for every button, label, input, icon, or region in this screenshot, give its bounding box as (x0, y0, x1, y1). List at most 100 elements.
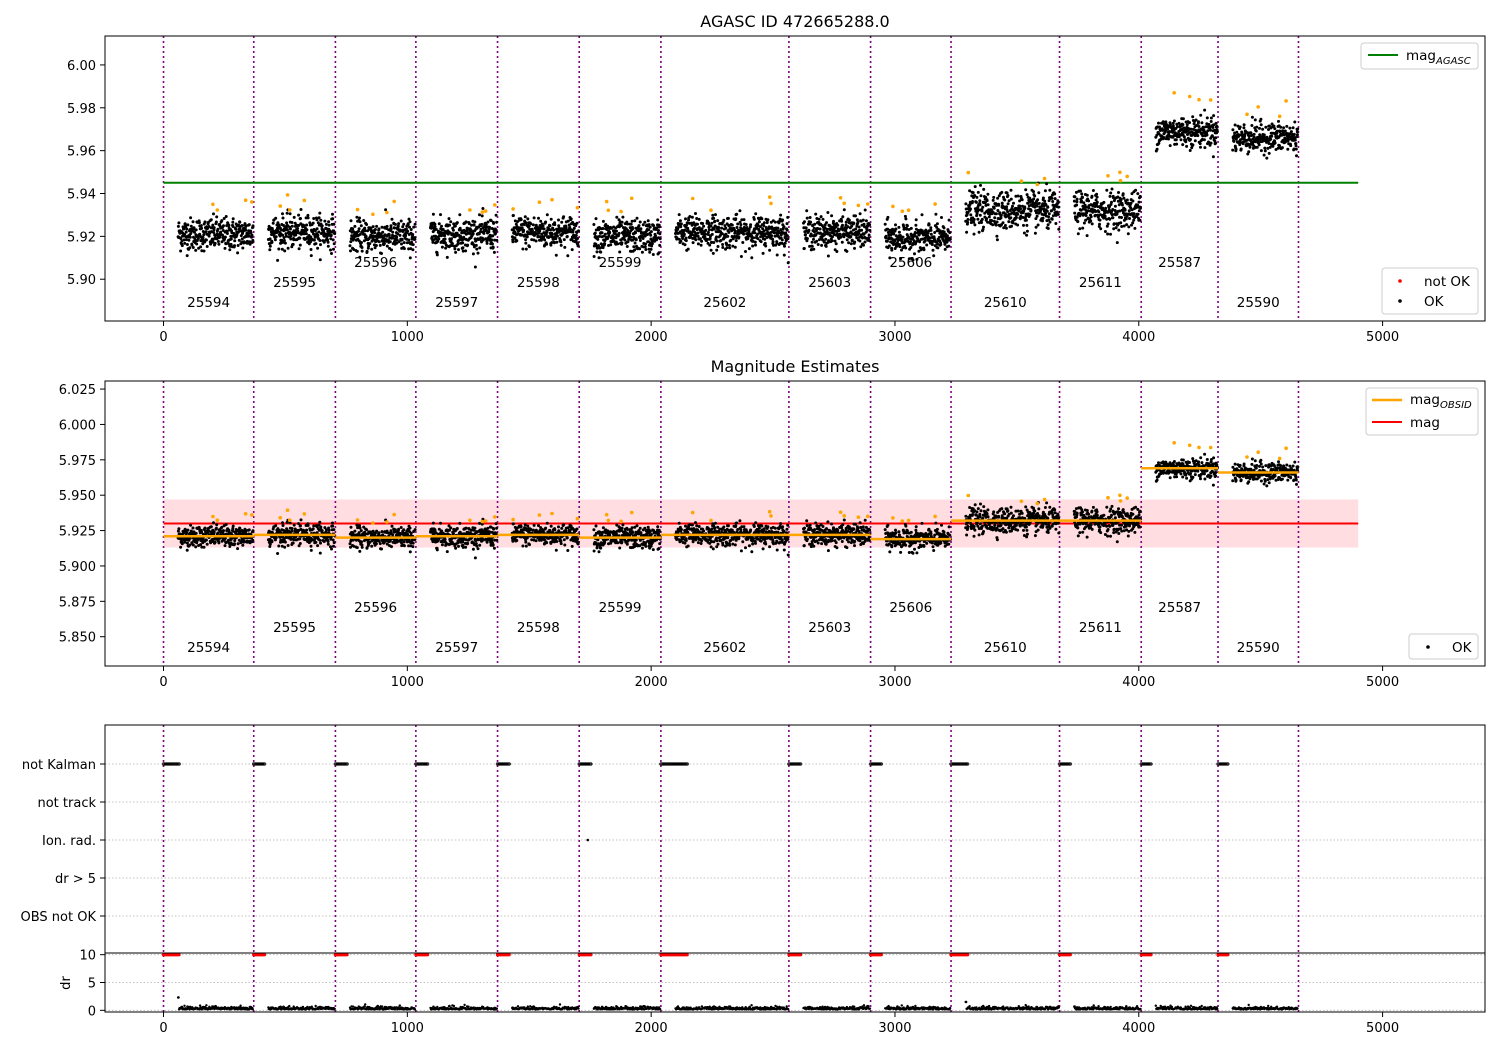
ok-point (966, 218, 970, 221)
ok-point (382, 242, 386, 245)
ok-point (715, 239, 719, 243)
outlier-point (1277, 114, 1282, 119)
ok-point (200, 226, 204, 230)
ok-point (863, 208, 867, 212)
ok-point (331, 524, 335, 528)
ok-point (603, 242, 607, 246)
ok-point (1009, 188, 1013, 192)
ok-point (1239, 147, 1243, 151)
ok-point (439, 521, 442, 525)
agasc-panel: AGASC ID 472665288.0 2559425595255962559… (67, 12, 1486, 345)
ok-point (1053, 192, 1057, 196)
ok-point (318, 211, 322, 215)
ok-point (1099, 227, 1103, 231)
ok-point (401, 225, 405, 229)
ok-point (454, 546, 458, 550)
ok-point (222, 529, 225, 533)
ok-point (228, 248, 232, 252)
ok-point (684, 239, 688, 243)
ok-point (574, 234, 578, 237)
ok-point (478, 246, 482, 250)
ok-point (444, 246, 448, 250)
ok-point (455, 527, 459, 530)
ok-point (785, 234, 789, 238)
ok-point (448, 223, 451, 227)
outlier-point (480, 210, 485, 214)
ok-point (1157, 121, 1160, 125)
ok-point (1124, 217, 1128, 221)
outlier-point (288, 208, 292, 212)
ok-point (568, 227, 572, 231)
ok-point (290, 529, 294, 533)
ok-point (329, 233, 333, 237)
ok-point (281, 524, 285, 527)
ok-point (974, 200, 978, 204)
ok-point (979, 194, 983, 198)
ok-point (384, 208, 388, 212)
ok-point (534, 226, 538, 229)
ok-point (810, 244, 814, 248)
ok-point (556, 234, 559, 238)
ok-point (406, 229, 410, 233)
ok-point (986, 203, 990, 207)
ok-point (1103, 214, 1107, 218)
outlier-point (385, 520, 389, 524)
outlier-point (493, 203, 497, 207)
ok-point (971, 191, 975, 195)
outlier-point (385, 210, 389, 215)
ok-point (1043, 199, 1047, 203)
ok-point (357, 229, 361, 233)
ok-point (378, 542, 382, 546)
ok-point (972, 220, 976, 224)
ok-point (326, 540, 330, 543)
ok-point (1048, 220, 1052, 224)
ok-point (1045, 182, 1049, 186)
ok-point (991, 198, 995, 202)
ok-point (901, 235, 905, 239)
ok-point (291, 242, 295, 246)
ok-point (294, 233, 298, 237)
ok-point (1193, 139, 1197, 143)
ok-point (985, 217, 989, 221)
ok-point (1292, 132, 1296, 136)
ok-point (388, 240, 392, 244)
ok-point (324, 222, 328, 226)
ok-point (1072, 199, 1076, 203)
ok-point (314, 540, 318, 544)
ok-point (1289, 144, 1293, 148)
ok-point (212, 226, 216, 230)
ok-point (1036, 223, 1040, 227)
ok-point (476, 251, 480, 255)
ok-point (995, 220, 999, 224)
ok-point (940, 216, 943, 219)
ok-point (948, 231, 952, 235)
ok-point (308, 237, 312, 241)
ok-point (1095, 200, 1099, 204)
outlier-point (865, 202, 870, 206)
ok-point (1123, 208, 1127, 212)
ok-point (402, 241, 406, 245)
ok-point (1056, 201, 1060, 205)
ok-point (224, 523, 228, 526)
ok-point (406, 222, 410, 226)
ok-point (1234, 147, 1238, 151)
ok-point (326, 244, 330, 248)
ok-point (268, 248, 272, 252)
ok-point (1050, 217, 1054, 221)
ok-point (281, 216, 285, 220)
ok-point (812, 237, 815, 241)
ok-point (475, 247, 479, 251)
ok-point (330, 252, 333, 255)
ok-point (390, 545, 393, 549)
ok-point (711, 251, 715, 255)
magnitude-panel-title: Magnitude Estimates (711, 357, 880, 376)
ok-point (400, 238, 404, 242)
outlier-point (371, 521, 375, 525)
ok-point (411, 233, 415, 236)
ok-point (884, 234, 888, 238)
ok-point (1138, 218, 1142, 222)
ok-point (697, 217, 701, 221)
obsid-label: 25596 (354, 255, 397, 271)
ok-point (724, 226, 728, 230)
ok-point (644, 248, 648, 251)
